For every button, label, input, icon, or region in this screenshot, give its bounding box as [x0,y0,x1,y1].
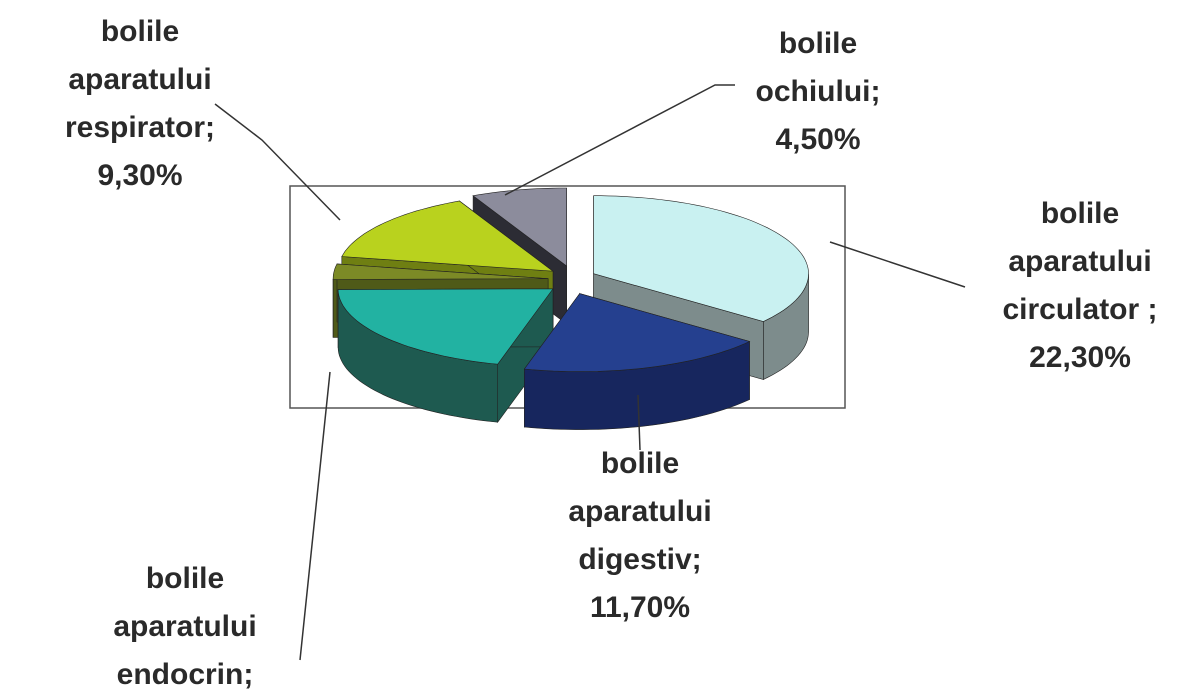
slice-top [472,187,567,267]
label-line: bolile [146,562,224,595]
leader-line [214,103,341,221]
label-line: bolile [101,15,179,48]
slice-label: bolile aparatului respirator; 9,30% [65,15,215,192]
slice-label: bolile ochiului; 4,50% [756,27,881,156]
label-line: bolile [601,447,679,480]
label-line: 4,50% [775,123,860,156]
label-line: respirator; [65,111,215,144]
slice-top [523,293,751,372]
slice-label: bolile aparatului digestiv; 11,70% [568,447,711,624]
label-line: bolile [1041,197,1119,230]
leader-line [504,84,735,196]
label-line: circulator ; [1002,293,1157,326]
label-line: 9,30% [97,159,182,192]
label-line: ochiului; [756,75,881,108]
slice-top [332,263,549,280]
label-line: 11,70% [590,591,690,624]
pie [332,187,809,430]
slice [523,292,751,430]
labels: bolile aparatului circulator ; 22,30%bolile… [65,15,1158,690]
label-line: bolile [779,27,857,60]
label-line: digestiv; [578,543,701,576]
slice-top [341,200,554,272]
label-line: endocrin; [117,658,254,690]
slice [337,287,554,424]
label-line: aparatului [113,610,256,643]
slice-top [337,288,554,365]
slice-top [593,195,809,322]
label-line: aparatului [568,495,711,528]
slice-label: bolile aparatului circulator ; 22,30% [1002,197,1157,374]
label-line: aparatului [68,63,211,96]
leader-line [637,394,641,451]
leader-line [299,371,331,661]
label-line: aparatului [1008,245,1151,278]
label-line: 22,30% [1029,341,1131,374]
slice-label: bolile aparatului endocrin; [113,562,256,690]
leader-line [829,241,966,288]
